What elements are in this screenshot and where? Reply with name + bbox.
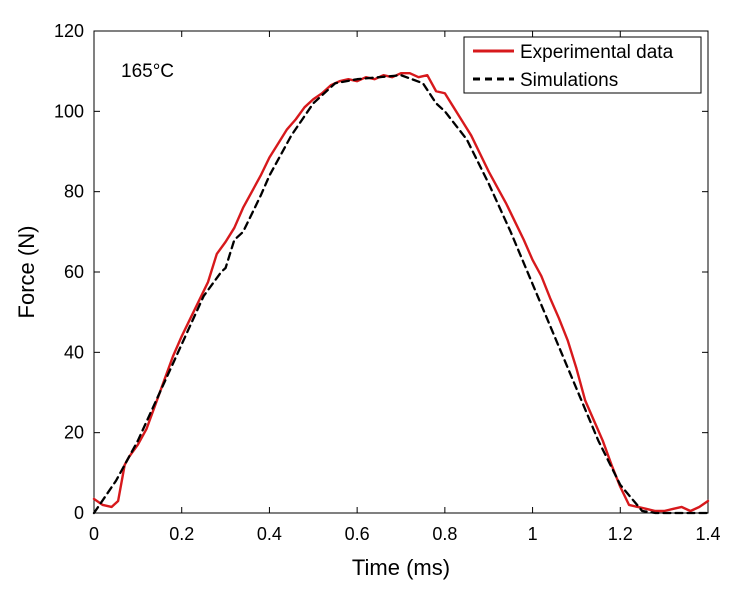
temperature-annotation: 165°C [121,61,174,82]
axes-layer [93,30,709,514]
experimental-series-line [92,71,710,513]
ticks-layer: 0 0.2 0.4 0.6 0.8 1 1.2 1.4 0 20 40 60 80 100 120 [54,21,721,544]
series-layer [92,71,710,515]
y-tick-label: 20 [64,423,84,443]
y-tick-label: 120 [54,21,84,41]
y-axis-title: Force (N) [14,226,39,319]
x-tick-label: 0.4 [257,524,282,544]
y-tick-label: 60 [64,262,84,282]
y-tick-label: 100 [54,101,84,121]
x-tick-label: 1.2 [608,524,633,544]
legend: Experimental data Simulations [463,36,702,94]
legend-label-experimental: Experimental data [520,42,674,63]
legend-label-simulations: Simulations [520,70,618,91]
x-axis-title: Time (ms) [352,555,450,580]
y-tick-label: 40 [64,342,84,362]
plot-frame [93,30,709,514]
x-tick-label: 0.8 [432,524,457,544]
x-tick-label: 0 [89,524,99,544]
x-tick-label: 0.6 [345,524,370,544]
simulation-series-line [92,74,710,515]
y-tick-label: 0 [74,503,84,523]
x-tick-label: 1.4 [695,524,720,544]
x-tick-label: 1 [528,524,538,544]
y-tick-label: 80 [64,182,84,202]
legend-frame [463,36,702,94]
x-tick-label: 0.2 [169,524,194,544]
